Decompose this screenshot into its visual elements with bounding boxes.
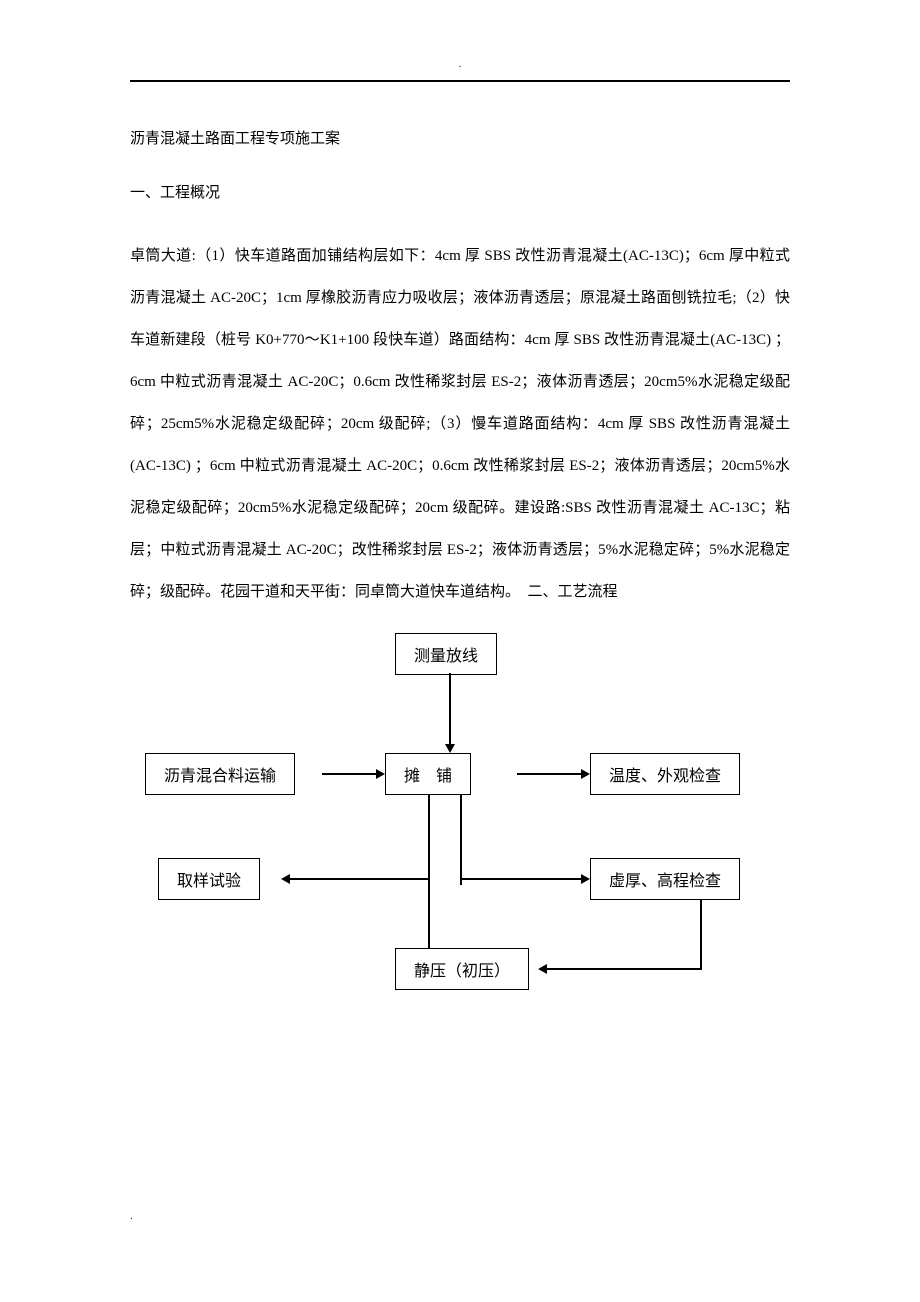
header-dot: .	[459, 58, 462, 70]
arrow-right-icon	[376, 769, 385, 779]
flow-edge	[517, 773, 582, 775]
header-rule	[130, 80, 790, 82]
flow-edge	[449, 673, 451, 745]
flow-edge	[462, 878, 582, 880]
flow-node-sample-test: 取样试验	[158, 858, 260, 900]
flow-node-measure: 测量放线	[395, 633, 497, 675]
flow-edge	[428, 795, 430, 948]
flow-node-inspect-temp: 温度、外观检查	[590, 753, 740, 795]
arrow-left-icon	[538, 964, 547, 974]
flow-edge	[322, 773, 377, 775]
flow-node-transport: 沥青混合料运输	[145, 753, 295, 795]
document-page: . 沥青混凝土路面工程专项施工案 一、工程概况 卓筒大道:（1）快车道路面加铺结…	[0, 0, 920, 1073]
footer-dot: .	[130, 1210, 133, 1222]
arrow-right-icon	[581, 769, 590, 779]
flow-node-paving: 摊 铺	[385, 753, 471, 795]
flow-node-inspect-thickness: 虚厚、高程检查	[590, 858, 740, 900]
section-heading-1: 一、工程概况	[130, 181, 790, 205]
arrow-down-icon	[445, 744, 455, 753]
flow-edge	[460, 795, 462, 885]
flow-edge	[547, 968, 702, 970]
process-flowchart: 测量放线 沥青混合料运输 摊 铺 温度、外观检查 取样试验 虚厚、高程检查 静压…	[130, 633, 790, 1013]
flow-node-static-press: 静压（初压）	[395, 948, 529, 990]
arrow-right-icon	[581, 874, 590, 884]
arrow-left-icon	[281, 874, 290, 884]
flow-edge	[290, 878, 430, 880]
flow-edge	[700, 900, 702, 970]
document-title: 沥青混凝土路面工程专项施工案	[130, 127, 790, 151]
body-paragraph: 卓筒大道:（1）快车道路面加铺结构层如下：4cm 厚 SBS 改性沥青混凝土(A…	[130, 235, 790, 613]
